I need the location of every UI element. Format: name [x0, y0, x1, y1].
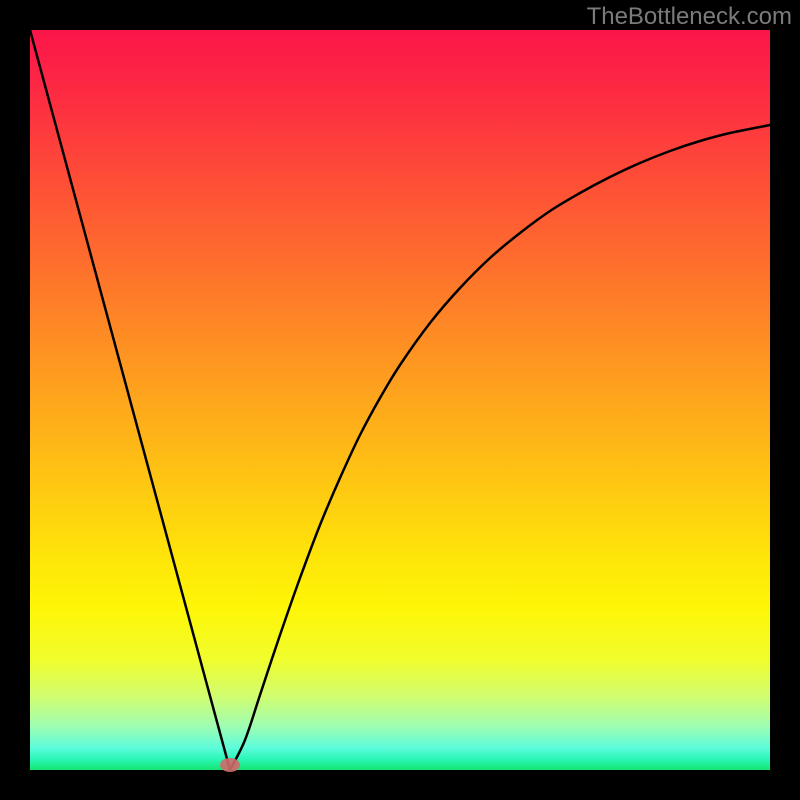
bottleneck-chart: TheBottleneck.com: [0, 0, 800, 800]
watermark-text: TheBottleneck.com: [587, 3, 792, 30]
chart-background-gradient: [30, 30, 770, 770]
optimal-point-marker: [220, 758, 240, 772]
